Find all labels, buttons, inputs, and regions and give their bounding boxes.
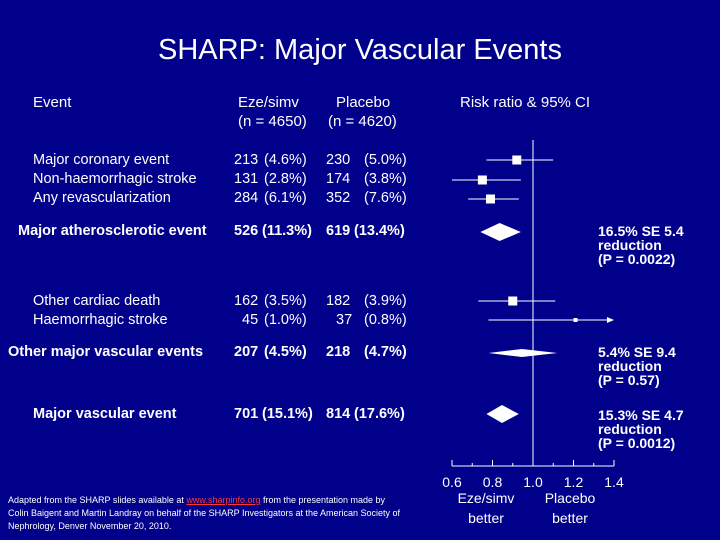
eze-count: 207 bbox=[234, 344, 259, 360]
x-tick-label: 1.0 bbox=[523, 474, 543, 490]
summary-line: (P = 0.57) bbox=[598, 372, 660, 388]
row-label: Other cardiac death bbox=[33, 293, 161, 309]
placebo-count: 352 bbox=[326, 190, 351, 206]
footnote-link[interactable]: www.sharpinfo.org bbox=[186, 495, 261, 505]
eze-pct: (15.1%) bbox=[262, 406, 313, 422]
favours-left-label: better bbox=[468, 510, 504, 526]
footnote: Adapted from the SHARP slides available … bbox=[8, 494, 408, 533]
row-label-summary: Major vascular event bbox=[33, 406, 177, 422]
placebo-count: 230 bbox=[326, 152, 351, 168]
placebo-pct: (4.7%) bbox=[364, 344, 407, 360]
row-label-summary: Other major vascular events bbox=[8, 344, 204, 360]
row-label: Major coronary event bbox=[33, 152, 170, 168]
footnote-text: Adapted from the SHARP slides available … bbox=[8, 495, 187, 505]
x-tick-label: 1.4 bbox=[604, 474, 624, 490]
placebo-count: 174 bbox=[326, 171, 351, 187]
summary-line: 16.5% SE 5.4 bbox=[598, 223, 684, 239]
summary-line: reduction bbox=[598, 237, 662, 253]
summary-line: (P = 0.0022) bbox=[598, 251, 676, 267]
summary-diamond bbox=[488, 349, 558, 357]
header-eze-n: (n = 4650) bbox=[238, 113, 307, 130]
eze-count: 284 bbox=[234, 190, 259, 206]
ci-arrow bbox=[607, 317, 614, 323]
row-label: Any revascularization bbox=[33, 190, 171, 206]
placebo-count: 182 bbox=[326, 293, 351, 309]
summary-line: reduction bbox=[598, 421, 662, 437]
placebo-pct: (0.8%) bbox=[364, 312, 407, 328]
placebo-pct: (17.6%) bbox=[354, 406, 405, 422]
summary-diamond bbox=[486, 405, 519, 423]
placebo-count: 814 bbox=[326, 406, 351, 422]
eze-count: 213 bbox=[234, 152, 259, 168]
eze-pct: (4.5%) bbox=[264, 344, 307, 360]
eze-count: 701 bbox=[234, 406, 259, 422]
favours-right-label: better bbox=[552, 510, 588, 526]
eze-count: 45 bbox=[242, 312, 259, 328]
eze-pct: (2.8%) bbox=[264, 171, 307, 187]
row-label: Haemorrhagic stroke bbox=[33, 312, 168, 328]
placebo-pct: (3.9%) bbox=[364, 293, 407, 309]
eze-count: 131 bbox=[234, 171, 259, 187]
header-event: Event bbox=[33, 94, 72, 111]
summary-line: reduction bbox=[598, 358, 662, 374]
header-placebo-label: Placebo bbox=[336, 94, 391, 111]
header-eze-label: Eze/simv bbox=[238, 94, 299, 111]
placebo-pct: (7.6%) bbox=[364, 190, 407, 206]
eze-pct: (1.0%) bbox=[264, 312, 307, 328]
placebo-count: 619 bbox=[326, 223, 351, 239]
slide-title: SHARP: Major Vascular Events bbox=[158, 34, 562, 66]
x-tick-label: 0.8 bbox=[483, 474, 503, 490]
eze-pct: (11.3%) bbox=[262, 223, 312, 239]
eze-pct: (3.5%) bbox=[264, 293, 307, 309]
eze-count: 526 bbox=[234, 223, 259, 239]
eze-pct: (4.6%) bbox=[264, 152, 307, 168]
summary-diamond bbox=[480, 223, 521, 241]
point-estimate-square bbox=[485, 194, 495, 204]
x-tick-label: 1.2 bbox=[564, 474, 584, 490]
footnote-text: from the presentation made by Colin Baig… bbox=[8, 495, 401, 531]
placebo-pct: (13.4%) bbox=[354, 223, 405, 239]
row-label-summary: Major atherosclerotic event bbox=[18, 223, 207, 239]
point-estimate-square bbox=[573, 318, 578, 322]
summary-line: 5.4% SE 9.4 bbox=[598, 344, 676, 360]
eze-count: 162 bbox=[234, 293, 259, 309]
header-placebo-n: (n = 4620) bbox=[328, 113, 397, 130]
eze-pct: (6.1%) bbox=[264, 190, 307, 206]
row-label: Non-haemorrhagic stroke bbox=[33, 171, 197, 187]
placebo-count: 218 bbox=[326, 344, 351, 360]
favours-left-label: Eze/simv bbox=[457, 490, 515, 506]
summary-line: 15.3% SE 4.7 bbox=[598, 407, 684, 423]
point-estimate-square bbox=[477, 175, 487, 185]
point-estimate-square bbox=[508, 296, 518, 306]
header-risk-ratio: Risk ratio & 95% CI bbox=[460, 94, 591, 111]
x-tick-label: 0.6 bbox=[442, 474, 462, 490]
point-estimate-square bbox=[512, 155, 522, 165]
placebo-pct: (5.0%) bbox=[364, 152, 407, 168]
placebo-count: 37 bbox=[336, 312, 353, 328]
placebo-pct: (3.8%) bbox=[364, 171, 407, 187]
summary-line: (P = 0.0012) bbox=[598, 435, 676, 451]
favours-right-label: Placebo bbox=[544, 490, 596, 506]
